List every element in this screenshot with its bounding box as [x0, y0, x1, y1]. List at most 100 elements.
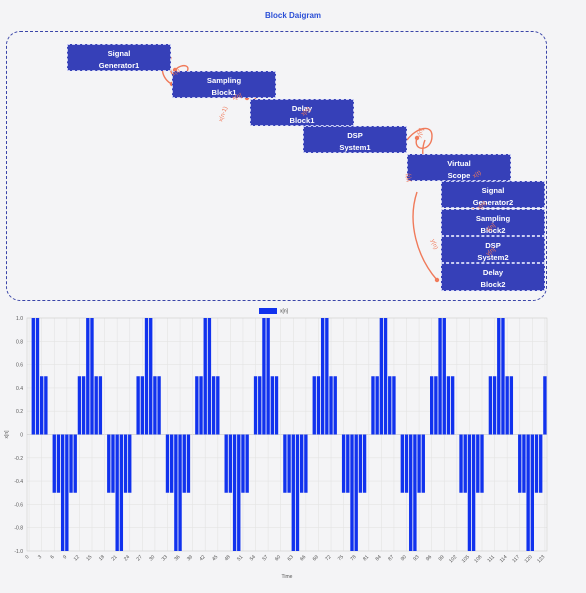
bar: [463, 434, 467, 493]
x-tick-label: 30: [148, 554, 156, 562]
block-dsp-1[interactable]: DSP System1: [303, 126, 407, 153]
block-sampling-1[interactable]: Sampling Block1: [172, 71, 276, 98]
block-delay-1[interactable]: Delay Block1: [250, 99, 354, 126]
y-tick-label: 0.8: [16, 339, 23, 345]
bar: [354, 434, 358, 551]
bar: [383, 318, 388, 435]
bar: [291, 434, 295, 551]
legend-swatch: [259, 308, 277, 314]
bar: [237, 434, 241, 551]
x-tick-label: 48: [224, 554, 232, 562]
bar: [287, 434, 291, 493]
bar: [467, 434, 472, 551]
bar: [434, 376, 438, 435]
block-line: Delay: [291, 104, 313, 113]
bar: [119, 434, 124, 551]
bar: [442, 318, 446, 435]
bar: [228, 434, 233, 493]
bar: [534, 434, 539, 493]
bar: [266, 318, 270, 435]
block-signal-generator-1[interactable]: Signal Generator1: [67, 44, 171, 71]
x-tick-label: 72: [324, 554, 332, 562]
block-line: Generator1: [98, 61, 140, 70]
x-tick-label: 36: [173, 554, 181, 562]
bar: [388, 376, 392, 435]
bar: [211, 376, 216, 435]
y-tick-label: 0.6: [16, 363, 23, 369]
bar: [480, 434, 484, 493]
bar: [497, 318, 501, 435]
bar: [56, 434, 61, 493]
block-line: Virtual: [447, 159, 471, 168]
bar: [295, 434, 300, 551]
bar: [522, 434, 526, 493]
x-tick-label: 51: [236, 554, 244, 562]
bar: [94, 376, 98, 435]
x-tick-label: 78: [349, 554, 357, 562]
bar: [526, 434, 530, 551]
bar: [77, 376, 82, 435]
edge-handle: [434, 277, 440, 283]
bar: [304, 434, 308, 493]
bar: [413, 434, 417, 551]
x-tick-label: 21: [110, 554, 118, 562]
block-line: Block1: [211, 88, 237, 97]
bar: [199, 376, 203, 435]
edge-connector: [412, 191, 438, 281]
bar: [174, 434, 178, 551]
y-tick-label: -0.8: [14, 526, 23, 532]
block-line: Block1: [289, 116, 315, 125]
bar: [379, 318, 384, 435]
bar: [216, 376, 220, 435]
bar: [123, 434, 128, 493]
block-dsp-2[interactable]: DSP System2: [441, 236, 545, 263]
block-line: DSP: [485, 241, 501, 250]
x-tick-label: 93: [412, 554, 420, 562]
chart-legend[interactable]: x[n]: [259, 308, 288, 314]
bar: [258, 376, 262, 435]
bar: [69, 434, 73, 493]
bar: [471, 434, 476, 551]
bar: [144, 318, 149, 435]
bar: [501, 318, 505, 435]
block-diagram-canvas[interactable]: Signal Generator1 Sampling Block1 Delay …: [6, 31, 547, 301]
x-tick-label: 39: [186, 554, 194, 562]
bar: [111, 434, 115, 493]
bar: [409, 434, 413, 551]
x-tick-label: 54: [249, 554, 257, 562]
bar: [195, 376, 199, 435]
bar: [207, 318, 212, 435]
bar: [438, 318, 442, 435]
edge-connector: [406, 127, 433, 149]
x-tick-label: 123: [536, 554, 546, 564]
x-tick-label: 9: [62, 554, 68, 560]
bar: [459, 434, 463, 493]
x-tick-label: 18: [98, 554, 106, 562]
x-tick-label: 102: [448, 554, 458, 564]
bar: [346, 434, 350, 493]
x-tick-label: 57: [261, 554, 269, 562]
block-virtual-scope[interactable]: Virtual Scope: [407, 154, 511, 181]
legend-label: x[n]: [280, 308, 289, 315]
bar: [476, 434, 480, 493]
bar: [358, 434, 363, 493]
block-signal-generator-2[interactable]: Signal Generator2: [441, 181, 545, 208]
bar: [430, 376, 434, 435]
block-line: Scope: [447, 171, 471, 180]
bar: [325, 318, 329, 435]
block-line: Block2: [480, 280, 506, 289]
block-line: Delay: [482, 268, 504, 277]
bar: [446, 376, 451, 435]
bar: [98, 376, 103, 435]
x-tick-label: 75: [337, 554, 345, 562]
block-line: Sampling: [206, 76, 242, 85]
x-tick-label: 84: [375, 554, 383, 562]
bar: [539, 434, 543, 493]
bar: [270, 376, 274, 435]
block-delay-2[interactable]: Delay Block2: [441, 263, 545, 291]
block-sampling-2[interactable]: Sampling Block2: [441, 209, 545, 236]
bar: [136, 376, 140, 435]
bar: [165, 434, 170, 493]
bar: [81, 376, 86, 435]
bar: [362, 434, 367, 493]
